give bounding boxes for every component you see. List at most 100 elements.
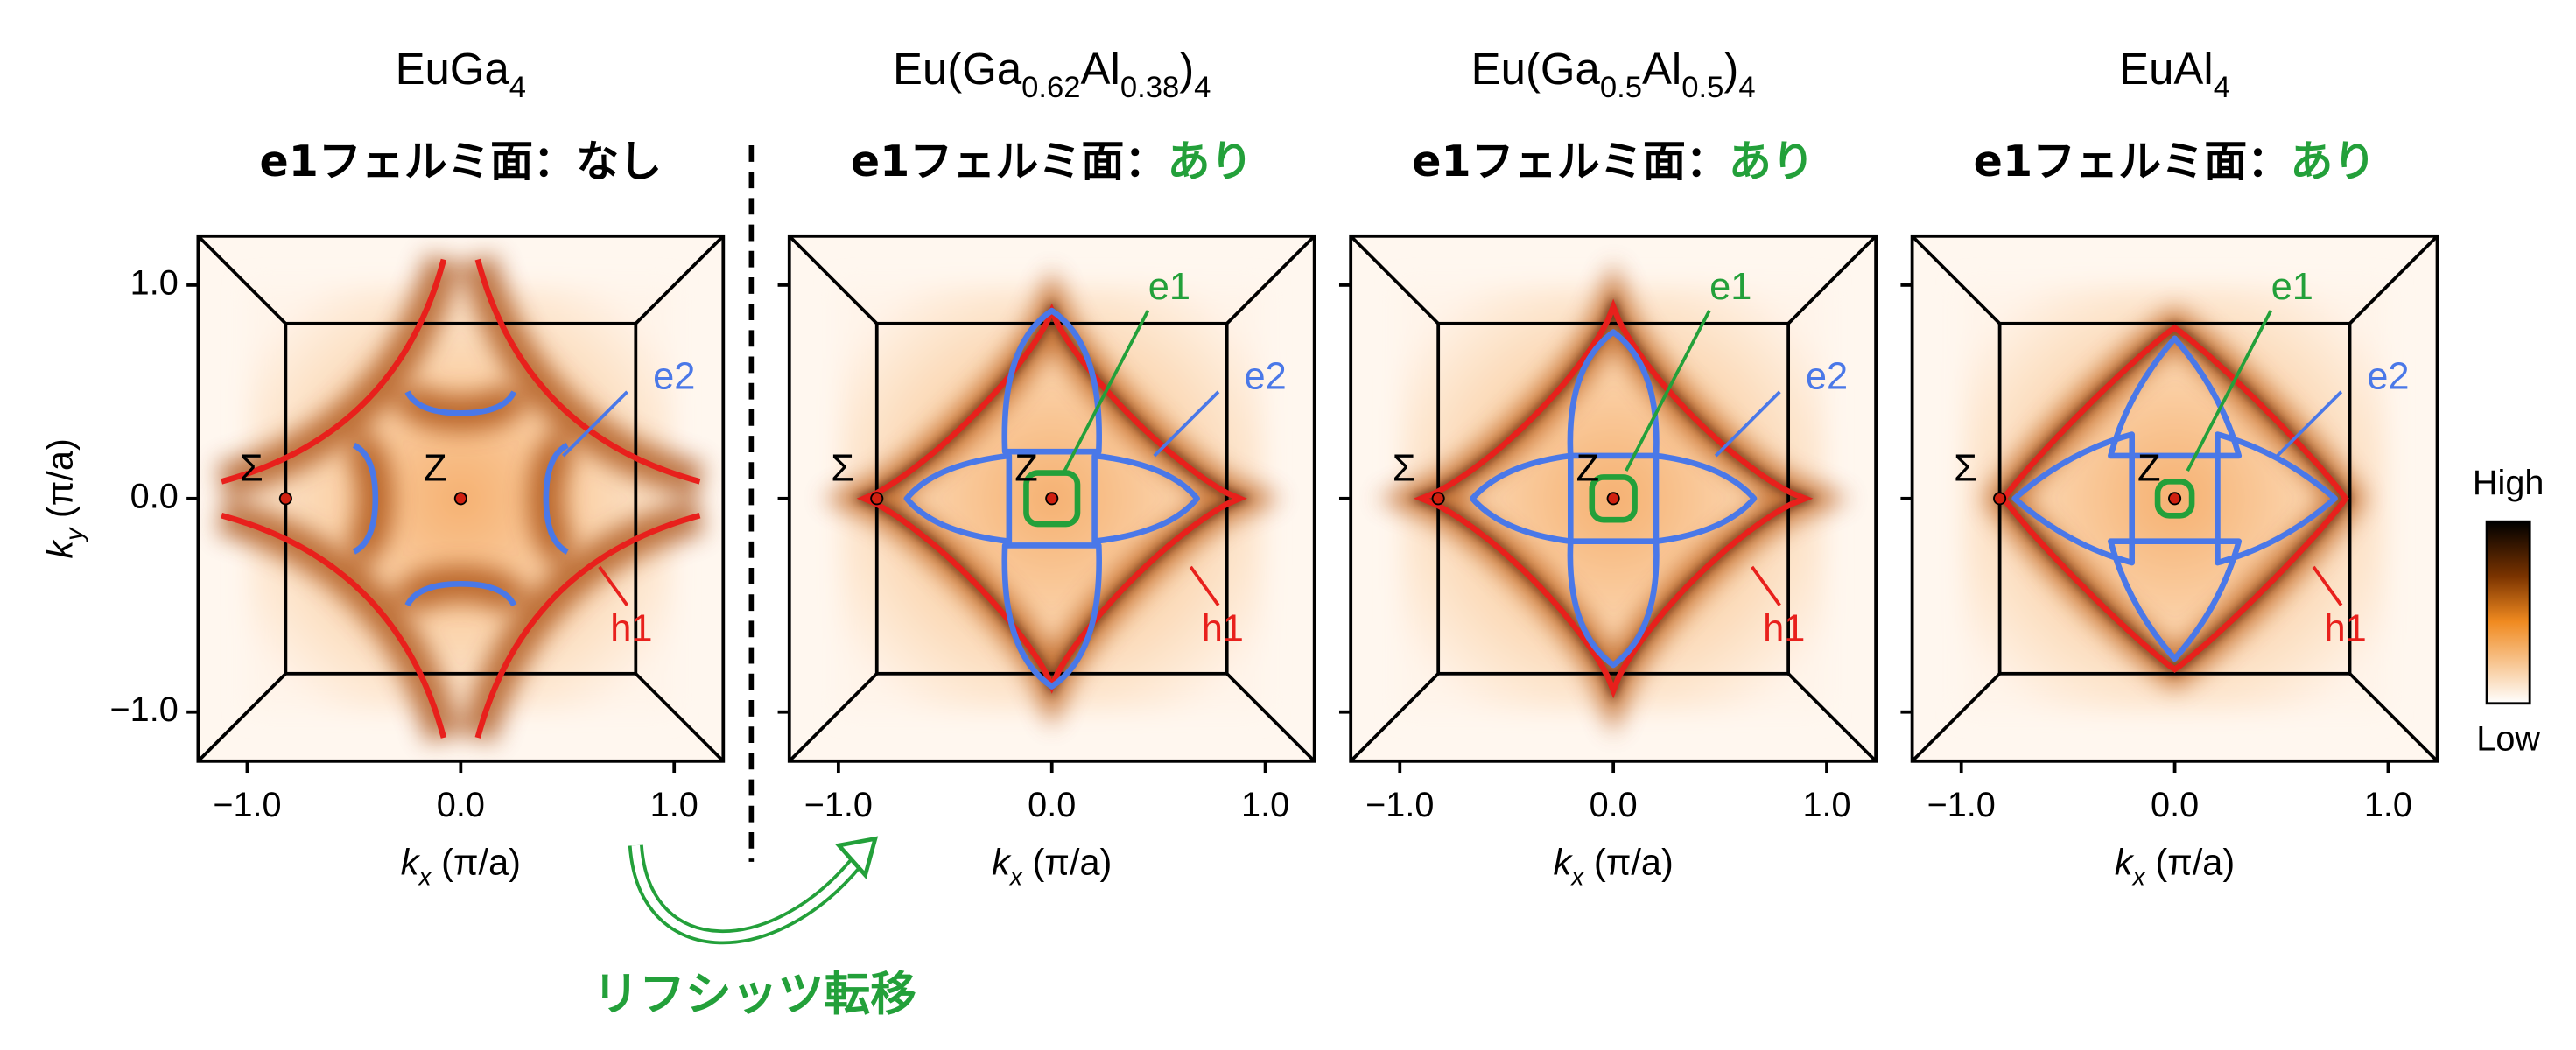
bz-diagonal — [2348, 672, 2439, 763]
transition-label: リフシッツ転移 — [593, 968, 916, 1021]
z-point — [453, 492, 467, 506]
x-axis-label: kx (π/a) — [1554, 842, 1674, 891]
text-part: Al — [1081, 44, 1120, 94]
text-part: Eu(Ga — [1471, 44, 1601, 94]
bz-diagonal — [1225, 672, 1316, 763]
colorbar-high: High — [2473, 464, 2544, 502]
text-part: k — [992, 842, 1012, 883]
text-part: x — [1008, 863, 1023, 891]
sigma-label: Σ — [831, 448, 854, 490]
transition-arrow-inner — [631, 844, 866, 942]
text-part: Eu(Ga — [893, 44, 1022, 94]
text-part: k — [2115, 842, 2135, 883]
e1-contour — [1589, 474, 1638, 523]
h1-leader — [1751, 565, 1781, 606]
text-part: (π/a) — [1022, 842, 1112, 883]
text-part: 0.5 — [1600, 71, 1642, 104]
h1-leader — [1189, 565, 1220, 606]
bz-diagonal — [1349, 672, 1440, 763]
x-tick-label: 1.0 — [650, 786, 698, 824]
x-axis-label: kx (π/a) — [992, 842, 1112, 891]
x-tick-label: 0.0 — [437, 786, 485, 824]
x-tick-label: 0.0 — [1590, 786, 1638, 824]
bz-diagonal — [788, 672, 879, 763]
text-part: 4 — [1194, 71, 1211, 104]
e1-label: e1 — [2271, 266, 2313, 308]
text-part: Al — [1642, 44, 1681, 94]
e2-contour — [2011, 335, 2338, 662]
e1-contour — [1023, 470, 1081, 528]
h1-label: h1 — [1763, 607, 1805, 649]
text-part: x — [1569, 863, 1584, 891]
e2-leader — [1714, 390, 1781, 458]
subtitle-text: e1フェルミ面： — [259, 135, 576, 186]
text-part: 0.62 — [1021, 71, 1080, 104]
panel-title: EuGa4 — [396, 44, 526, 104]
status: あり — [1729, 135, 1814, 186]
y-tick-label: 1.0 — [130, 263, 179, 302]
subtitle-text: e1フェルミ面： — [1412, 135, 1729, 186]
panel-title: Eu(Ga0.5Al0.5)4 — [1471, 44, 1756, 104]
text-part: k — [39, 538, 81, 558]
x-tick-label: −1.0 — [1927, 786, 1996, 824]
x-tick-label: 0.0 — [2151, 786, 2199, 824]
sigma-point — [1993, 492, 2007, 506]
x-tick-label: 1.0 — [1802, 786, 1850, 824]
e2-label: e2 — [1806, 356, 1848, 398]
e1-label: e1 — [1148, 266, 1190, 308]
bz-diagonal — [197, 234, 287, 326]
y-tick-label: 0.0 — [130, 477, 179, 515]
x-tick-label: 0.0 — [1028, 786, 1076, 824]
e1-leader — [1063, 310, 1150, 472]
z-label: Z — [1576, 448, 1599, 490]
h1-leader — [2312, 565, 2343, 606]
e2-contour — [1469, 329, 1758, 668]
bz-diagonal — [788, 234, 879, 326]
h1-label: h1 — [2325, 607, 2367, 649]
text-part: (π/a) — [432, 842, 521, 883]
text-part: 0.38 — [1120, 71, 1179, 104]
x-tick-label: 1.0 — [1241, 786, 1289, 824]
panel-subtitle: e1フェルミ面：あり — [1412, 135, 1814, 186]
h1-label: h1 — [1202, 607, 1244, 649]
text-part: ) — [1723, 44, 1738, 94]
sigma-point — [1431, 492, 1445, 506]
e2-contour — [352, 390, 569, 607]
h1-leader — [598, 565, 629, 606]
e2-contour — [903, 307, 1200, 690]
text-part: ) — [1179, 44, 1194, 94]
h1-label: h1 — [610, 607, 652, 649]
e2-leader — [562, 390, 628, 458]
bz-diagonal — [1786, 234, 1878, 326]
e1-leader — [1625, 310, 1711, 472]
bz-diagonal — [634, 234, 725, 326]
text-part: (π/a) — [1583, 842, 1673, 883]
panel-subtitle: e1フェルミ面：あり — [851, 135, 1253, 186]
panel-subtitle: e1フェルミ面：なし — [259, 135, 662, 186]
text-part: y — [60, 527, 88, 542]
x-tick-label: −1.0 — [213, 786, 281, 824]
sigma-label: Σ — [1954, 448, 1977, 490]
sigma-point — [870, 492, 884, 506]
z-label: Z — [1014, 448, 1037, 490]
subtitle-text: e1フェルミ面： — [851, 135, 1168, 186]
sigma-label: Σ — [240, 448, 263, 490]
text-part: (π/a) — [39, 438, 81, 528]
h1-contour — [1413, 298, 1814, 699]
colorbar — [2485, 520, 2531, 705]
text-part: k — [1554, 842, 1574, 883]
text-part: k — [401, 842, 421, 883]
text-part: (π/a) — [2145, 842, 2235, 883]
z-point — [2168, 492, 2182, 506]
y-tick-label: −1.0 — [110, 690, 179, 729]
bz-diagonal — [1225, 234, 1316, 326]
text-part: 4 — [1738, 71, 1755, 104]
text-part: 4 — [2214, 71, 2230, 104]
bz-diagonal — [1349, 234, 1440, 326]
x-tick-label: 1.0 — [2364, 786, 2412, 824]
status: なし — [576, 135, 662, 186]
subtitle-text: e1フェルミ面： — [1974, 135, 2291, 186]
sigma-point — [278, 492, 292, 506]
